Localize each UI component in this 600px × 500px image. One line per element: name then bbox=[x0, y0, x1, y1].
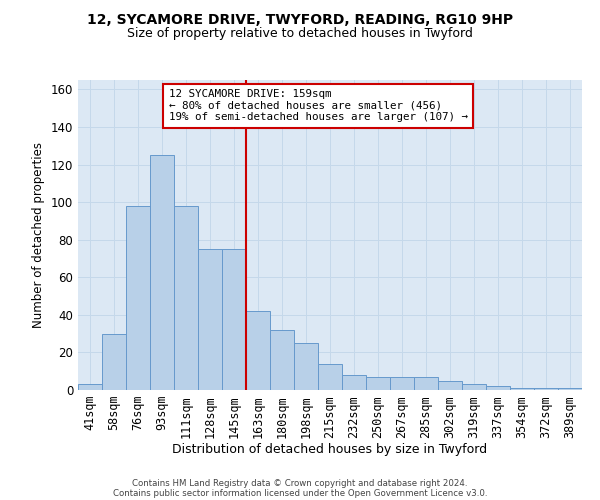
Text: 12, SYCAMORE DRIVE, TWYFORD, READING, RG10 9HP: 12, SYCAMORE DRIVE, TWYFORD, READING, RG… bbox=[87, 12, 513, 26]
Bar bbox=[318, 364, 342, 390]
Bar bbox=[342, 375, 366, 390]
Text: Contains HM Land Registry data © Crown copyright and database right 2024.: Contains HM Land Registry data © Crown c… bbox=[132, 478, 468, 488]
Bar bbox=[414, 377, 438, 390]
Bar bbox=[534, 388, 558, 390]
Bar bbox=[390, 377, 414, 390]
Bar bbox=[198, 249, 222, 390]
Text: Contains public sector information licensed under the Open Government Licence v3: Contains public sector information licen… bbox=[113, 488, 487, 498]
Bar bbox=[174, 206, 198, 390]
Bar bbox=[510, 388, 534, 390]
Bar bbox=[486, 386, 510, 390]
Bar bbox=[222, 249, 246, 390]
Bar bbox=[366, 377, 390, 390]
Bar bbox=[150, 155, 174, 390]
Bar bbox=[558, 388, 582, 390]
Bar bbox=[126, 206, 150, 390]
Bar bbox=[246, 311, 270, 390]
Y-axis label: Number of detached properties: Number of detached properties bbox=[32, 142, 45, 328]
Bar bbox=[294, 343, 318, 390]
X-axis label: Distribution of detached houses by size in Twyford: Distribution of detached houses by size … bbox=[172, 443, 488, 456]
Bar bbox=[462, 384, 486, 390]
Text: Size of property relative to detached houses in Twyford: Size of property relative to detached ho… bbox=[127, 28, 473, 40]
Text: 12 SYCAMORE DRIVE: 159sqm
← 80% of detached houses are smaller (456)
19% of semi: 12 SYCAMORE DRIVE: 159sqm ← 80% of detac… bbox=[169, 90, 468, 122]
Bar bbox=[270, 330, 294, 390]
Bar bbox=[438, 380, 462, 390]
Bar bbox=[78, 384, 102, 390]
Bar bbox=[102, 334, 126, 390]
